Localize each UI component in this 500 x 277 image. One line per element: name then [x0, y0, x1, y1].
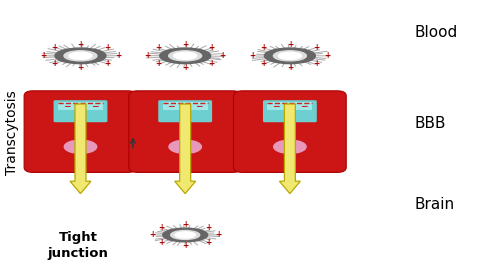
Ellipse shape — [274, 51, 306, 61]
Text: +: + — [324, 51, 330, 60]
Text: +: + — [182, 241, 188, 250]
Text: +: + — [208, 60, 215, 68]
Ellipse shape — [174, 52, 197, 59]
FancyBboxPatch shape — [24, 91, 137, 172]
Text: +: + — [115, 51, 121, 60]
Ellipse shape — [175, 232, 196, 238]
Text: −: − — [182, 102, 189, 111]
Text: Tight
junction: Tight junction — [48, 232, 108, 260]
Text: +: + — [104, 43, 110, 52]
Bar — [58, 102, 103, 110]
Text: +: + — [182, 40, 188, 49]
Text: +: + — [206, 223, 212, 232]
Bar — [268, 102, 312, 110]
Ellipse shape — [274, 140, 306, 153]
Text: +: + — [156, 60, 162, 68]
Text: +: + — [249, 51, 256, 60]
Text: +: + — [156, 43, 162, 52]
Text: +: + — [158, 238, 165, 247]
Text: +: + — [104, 60, 110, 68]
Text: +: + — [287, 63, 293, 72]
Text: +: + — [314, 60, 320, 68]
FancyBboxPatch shape — [122, 113, 144, 150]
FancyBboxPatch shape — [54, 100, 108, 122]
Text: −: − — [168, 102, 175, 111]
Text: −: − — [286, 102, 294, 111]
Ellipse shape — [64, 51, 97, 61]
Text: +: + — [144, 51, 150, 60]
FancyBboxPatch shape — [226, 113, 248, 150]
Text: +: + — [314, 43, 320, 52]
FancyArrow shape — [70, 104, 91, 194]
Ellipse shape — [55, 48, 106, 64]
Text: +: + — [220, 51, 226, 60]
Text: +: + — [182, 63, 188, 72]
Text: Blood: Blood — [414, 25, 458, 40]
FancyArrow shape — [174, 104, 196, 194]
FancyBboxPatch shape — [263, 100, 317, 122]
Text: BBB: BBB — [414, 116, 446, 131]
FancyBboxPatch shape — [234, 91, 346, 172]
Text: −: − — [272, 102, 280, 111]
Ellipse shape — [69, 52, 92, 59]
Text: −: − — [90, 102, 98, 111]
Text: +: + — [206, 238, 212, 247]
Text: −: − — [196, 102, 203, 111]
Text: +: + — [287, 40, 293, 49]
Ellipse shape — [160, 48, 210, 64]
FancyArrow shape — [280, 104, 300, 194]
Text: −: − — [76, 102, 84, 111]
Ellipse shape — [163, 228, 208, 242]
Text: +: + — [78, 63, 84, 72]
Ellipse shape — [169, 140, 202, 153]
Text: +: + — [215, 230, 222, 239]
Ellipse shape — [264, 48, 316, 64]
FancyBboxPatch shape — [158, 100, 212, 122]
Text: Transcytosis: Transcytosis — [4, 91, 18, 175]
Text: −: − — [300, 102, 308, 111]
Text: +: + — [260, 43, 266, 52]
FancyBboxPatch shape — [129, 91, 242, 172]
Text: −: − — [63, 102, 70, 111]
Text: +: + — [260, 60, 266, 68]
Text: +: + — [51, 43, 57, 52]
Text: Brain: Brain — [414, 197, 455, 212]
Ellipse shape — [170, 230, 200, 239]
Text: +: + — [51, 60, 57, 68]
Text: +: + — [208, 43, 215, 52]
Bar — [162, 102, 208, 110]
Text: +: + — [149, 230, 155, 239]
Text: +: + — [158, 223, 165, 232]
Ellipse shape — [278, 52, 301, 59]
Text: +: + — [40, 51, 46, 60]
Text: +: + — [182, 220, 188, 229]
Ellipse shape — [168, 51, 202, 61]
Text: +: + — [78, 40, 84, 49]
Ellipse shape — [64, 140, 96, 153]
